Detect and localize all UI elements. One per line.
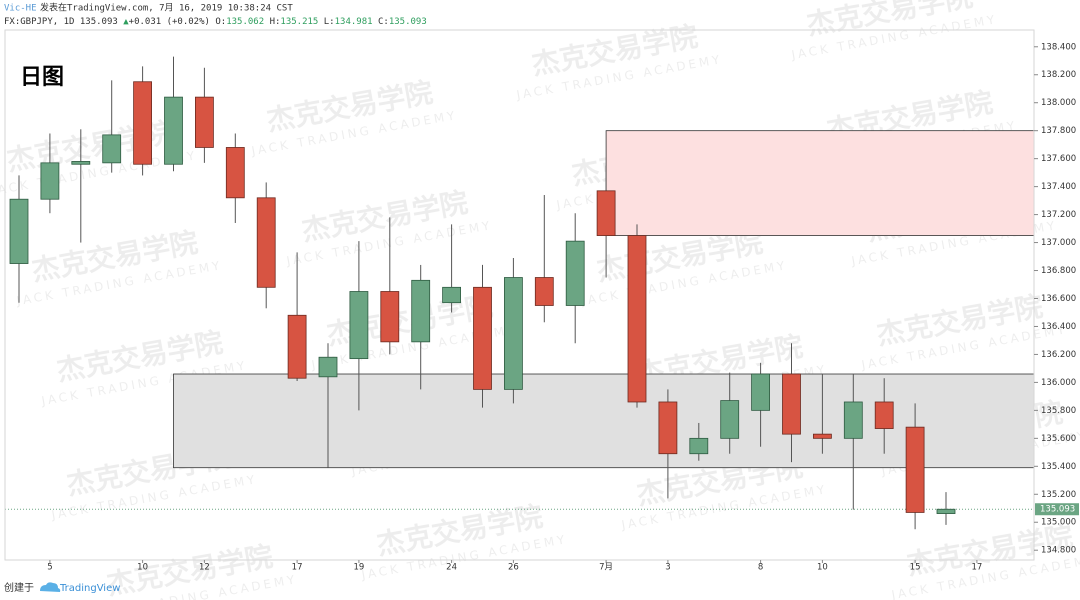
y-tick-label: 138.000: [1041, 98, 1076, 108]
candle-body: [813, 433, 832, 439]
x-tick-label: 8: [758, 563, 763, 573]
y-tick-label: 135.200: [1041, 490, 1076, 500]
candle-body: [133, 81, 153, 165]
x-tick-label: 17: [971, 563, 982, 573]
chart-title: 日图: [20, 65, 64, 90]
y-tick-label: 137.000: [1041, 238, 1076, 248]
price-label-box: [1035, 503, 1079, 516]
last: 135.093: [80, 17, 118, 27]
arrow: ▲: [123, 17, 129, 27]
y-tick-label: 137.200: [1041, 210, 1076, 220]
candle-body: [442, 286, 462, 304]
price-label: 135.093: [1040, 505, 1075, 515]
x-tick-label: 10: [817, 563, 828, 573]
candle-body: [102, 134, 122, 164]
y-tick-label: 136.400: [1041, 322, 1076, 332]
author: Vic-HE: [4, 4, 37, 14]
candle-body: [380, 291, 400, 343]
plot: [5, 56, 1035, 530]
x-tick-label: 26: [508, 563, 519, 573]
c: 135.093: [389, 17, 427, 27]
candle-body: [40, 162, 60, 200]
y-tick-label: 134.800: [1041, 546, 1076, 556]
x-tick-label: 24: [446, 563, 457, 573]
x-tick-label: 19: [353, 563, 364, 573]
candle-body: [411, 279, 431, 343]
candle-body: [658, 401, 678, 455]
candle-body: [782, 373, 801, 435]
y-tick-label: 135.400: [1041, 462, 1076, 472]
l: 134.981: [335, 17, 373, 27]
y-tick-label: 138.400: [1041, 42, 1076, 52]
x-tick-label: 17: [292, 563, 303, 573]
candle-body: [164, 96, 183, 165]
o-label: O:: [215, 17, 226, 27]
candle-body: [936, 508, 956, 514]
y-tick-label: 138.200: [1041, 70, 1076, 80]
y-tick-label: 136.200: [1041, 350, 1076, 360]
candle-body: [534, 277, 554, 306]
candle-body: [256, 197, 276, 288]
candle-body: [287, 314, 307, 379]
candle-body: [720, 400, 740, 439]
y-tick-label: 136.800: [1041, 266, 1076, 276]
y-tick-label: 135.600: [1041, 434, 1076, 444]
h-label: H:: [270, 17, 281, 27]
y-tick-label: 137.400: [1041, 182, 1076, 192]
candle-body: [689, 437, 709, 455]
o: 135.062: [226, 17, 264, 27]
candle-body: [843, 401, 863, 439]
plot-border: [4, 29, 1035, 561]
candle-body: [627, 235, 647, 403]
brand-logo: [40, 582, 61, 592]
candle-body: [194, 96, 214, 148]
y-tick-label: 135.000: [1041, 518, 1076, 528]
candle-body: [503, 277, 523, 390]
y-tick-label: 136.000: [1041, 378, 1076, 388]
y-tick-label: 135.800: [1041, 406, 1076, 416]
x-tick-label: 3: [665, 563, 670, 573]
h: 135.215: [280, 17, 318, 27]
x-tick-label: 12: [199, 563, 210, 573]
candle-body: [905, 426, 925, 513]
footer-created: 创建于: [4, 581, 34, 594]
candle-body: [596, 190, 616, 236]
zone: [173, 373, 1035, 469]
y-tick-label: 136.600: [1041, 294, 1076, 304]
x-tick-label: 5: [47, 563, 52, 573]
candle-body: [874, 401, 894, 429]
candle-body: [9, 198, 29, 264]
candle-body: [349, 291, 369, 360]
symbol: FX:GBPJPY, 1D: [4, 17, 74, 27]
candle-body: [71, 161, 91, 165]
footer-brand[interactable]: TradingView: [59, 583, 120, 594]
c-label: C:: [378, 17, 389, 27]
candle-body: [225, 147, 245, 199]
candle-body: [565, 240, 585, 306]
zone: [605, 130, 1035, 236]
y-tick-label: 137.600: [1041, 154, 1076, 164]
change: +0.031 (+0.02%): [129, 17, 210, 27]
candle-body: [751, 373, 770, 411]
published: 发表在TradingView.com, 7月 16, 2019 10:38:24…: [40, 2, 293, 14]
candle-body: [318, 356, 338, 378]
candle-body: [473, 286, 492, 390]
l-label: L:: [324, 17, 335, 27]
x-tick-label: 15: [910, 563, 921, 573]
y-tick-label: 137.800: [1041, 126, 1076, 136]
x-tick-label: 7月: [599, 563, 613, 573]
legend: FX:GBPJPY, 1D 135.093 ▲+0.031 (+0.02%) O…: [4, 17, 427, 27]
x-tick-label: 10: [137, 563, 148, 573]
